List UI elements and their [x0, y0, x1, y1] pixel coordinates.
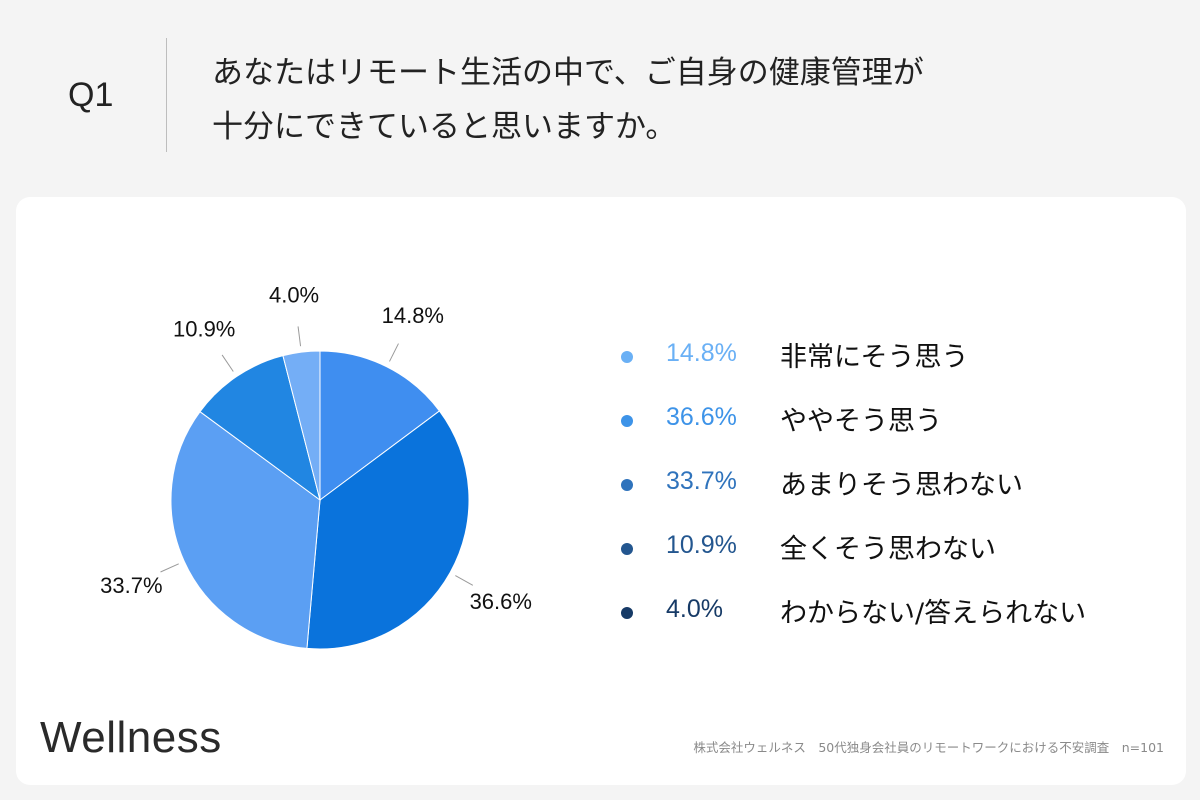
leader-line [297, 326, 302, 347]
slice-value-label: 4.0% [269, 283, 319, 308]
legend-percent: 36.6% [666, 403, 737, 431]
slice-value-label: 10.9% [173, 316, 235, 341]
legend-percent: 10.9% [666, 531, 737, 559]
pie-slice [170, 410, 321, 649]
legend-dot-icon [621, 415, 633, 427]
pie-slice [199, 355, 321, 502]
question-divider [166, 38, 167, 152]
legend-label: 全くそう思わない [780, 534, 996, 565]
question-number: Q1 [68, 76, 114, 114]
slice-value-label: 33.7% [100, 573, 162, 598]
legend-label: 非常にそう思う [780, 342, 969, 373]
legend-dot-icon [621, 351, 633, 363]
legend-label: ややそう思う [780, 406, 942, 437]
slice-value-label: 36.6% [470, 589, 532, 614]
slice-value-label: 14.8% [382, 303, 444, 328]
legend-dot-icon [621, 479, 633, 491]
question-line-2: 十分にできていると思いますか。 [212, 109, 677, 145]
question-line-1: あなたはリモート生活の中で、ご自身の健康管理が [212, 55, 924, 91]
pie-slice [319, 350, 441, 501]
chart-card: 14.8% 36.6% 33.7% 10.9% 4.0% 14.8% 非常にそう思う 3… [16, 197, 1186, 785]
legend-label: あまりそう思わない [780, 470, 1023, 501]
source-footnote: 株式会社ウェルネス 50代独身会社員のリモートワークにおける不安調査 n=101 [693, 740, 1164, 755]
legend-percent: 33.7% [666, 467, 737, 495]
pie-slice [282, 350, 321, 501]
leader-line [455, 575, 474, 586]
leader-line [160, 563, 179, 573]
question-text: あなたはリモート生活の中で、ご自身の健康管理が 十分にできていると思いますか。 [212, 46, 1112, 154]
leader-line [389, 343, 399, 362]
pie-slice [306, 410, 470, 650]
legend-percent: 14.8% [666, 339, 737, 367]
pie-chart: 14.8% 36.6% 33.7% 10.9% 4.0% [100, 283, 532, 650]
legend-dot-icon [621, 543, 633, 555]
wellness-logo: Wellness [40, 713, 222, 762]
legend-label: わからない/答えられない [780, 598, 1087, 629]
leader-line [221, 354, 234, 372]
legend-dot-icon [621, 607, 633, 619]
legend-percent: 4.0% [666, 595, 723, 623]
